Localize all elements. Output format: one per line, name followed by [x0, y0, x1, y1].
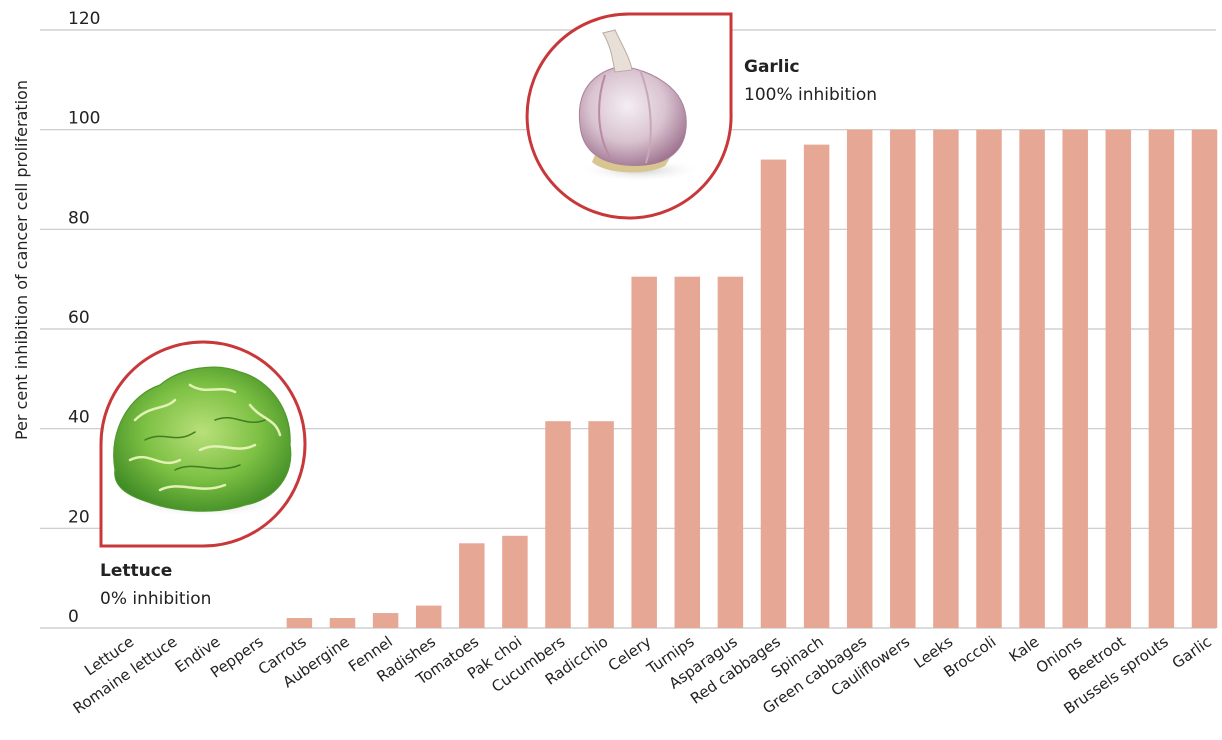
bar — [803, 144, 830, 628]
lettuce-callout-subtitle: 0% inhibition — [100, 589, 211, 609]
y-tick-label: 120 — [68, 9, 100, 29]
bar — [588, 421, 614, 628]
lettuce-callout: Lettuce 0% inhibition — [99, 340, 307, 609]
bar — [846, 129, 873, 628]
bar — [502, 535, 528, 628]
bar — [890, 129, 916, 628]
garlic-bulb-image — [578, 29, 702, 182]
y-tick-label: 100 — [68, 109, 100, 129]
bar — [760, 159, 787, 629]
bars — [286, 129, 1218, 629]
garlic-callout-title: Garlic — [744, 57, 800, 77]
bar — [459, 543, 485, 628]
bar — [1105, 129, 1132, 628]
y-tick-label: 80 — [68, 208, 90, 228]
bar — [674, 276, 701, 628]
bar — [976, 129, 1002, 628]
garlic-callout: Garlic 100% inhibition — [525, 12, 877, 220]
bar — [286, 618, 313, 628]
bar — [933, 129, 959, 628]
bar — [329, 618, 356, 628]
lettuce-callout-title: Lettuce — [100, 561, 172, 581]
lettuce-head-image — [113, 366, 292, 517]
bar — [1148, 129, 1175, 628]
bar — [545, 421, 571, 628]
bar — [631, 276, 657, 628]
bar — [372, 613, 399, 628]
bar — [415, 605, 442, 628]
garlic-callout-subtitle: 100% inhibition — [744, 85, 877, 105]
bar — [1062, 129, 1088, 628]
y-tick-label: 40 — [68, 408, 90, 428]
bar — [717, 276, 744, 628]
y-tick-label: 0 — [68, 607, 79, 627]
y-tick-labels: 0 20 40 60 80 100 120 — [68, 9, 100, 627]
y-axis-label: Per cent inhibition of cancer cell proli… — [12, 80, 31, 440]
bar — [1191, 129, 1218, 628]
bar — [1019, 129, 1045, 628]
y-tick-label: 60 — [68, 308, 90, 328]
category-label: Garlic — [1169, 633, 1215, 673]
y-tick-label: 20 — [68, 507, 90, 527]
